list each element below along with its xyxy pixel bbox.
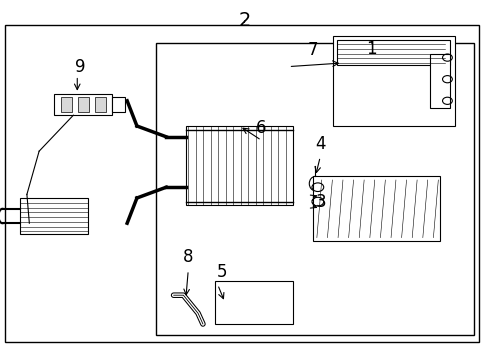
Text: 7: 7 <box>307 41 318 59</box>
Bar <box>156 43 473 335</box>
Bar <box>337 40 449 65</box>
Bar <box>112 97 124 112</box>
Text: 5: 5 <box>217 263 227 281</box>
Bar <box>215 281 293 324</box>
Bar <box>54 94 112 115</box>
Bar <box>78 97 89 112</box>
Bar <box>429 54 449 108</box>
Text: 8: 8 <box>183 248 193 266</box>
Text: 9: 9 <box>75 58 86 76</box>
Bar <box>20 198 88 234</box>
Bar <box>185 126 293 205</box>
Text: 1: 1 <box>366 40 376 58</box>
Bar <box>5 25 478 342</box>
Text: 4: 4 <box>314 135 325 153</box>
Bar <box>312 176 439 241</box>
Text: 3: 3 <box>315 193 325 211</box>
Bar <box>61 97 72 112</box>
Bar <box>332 36 454 126</box>
Text: 6: 6 <box>256 119 266 137</box>
Bar <box>95 97 106 112</box>
Ellipse shape <box>308 176 321 191</box>
Text: 2: 2 <box>238 11 250 30</box>
